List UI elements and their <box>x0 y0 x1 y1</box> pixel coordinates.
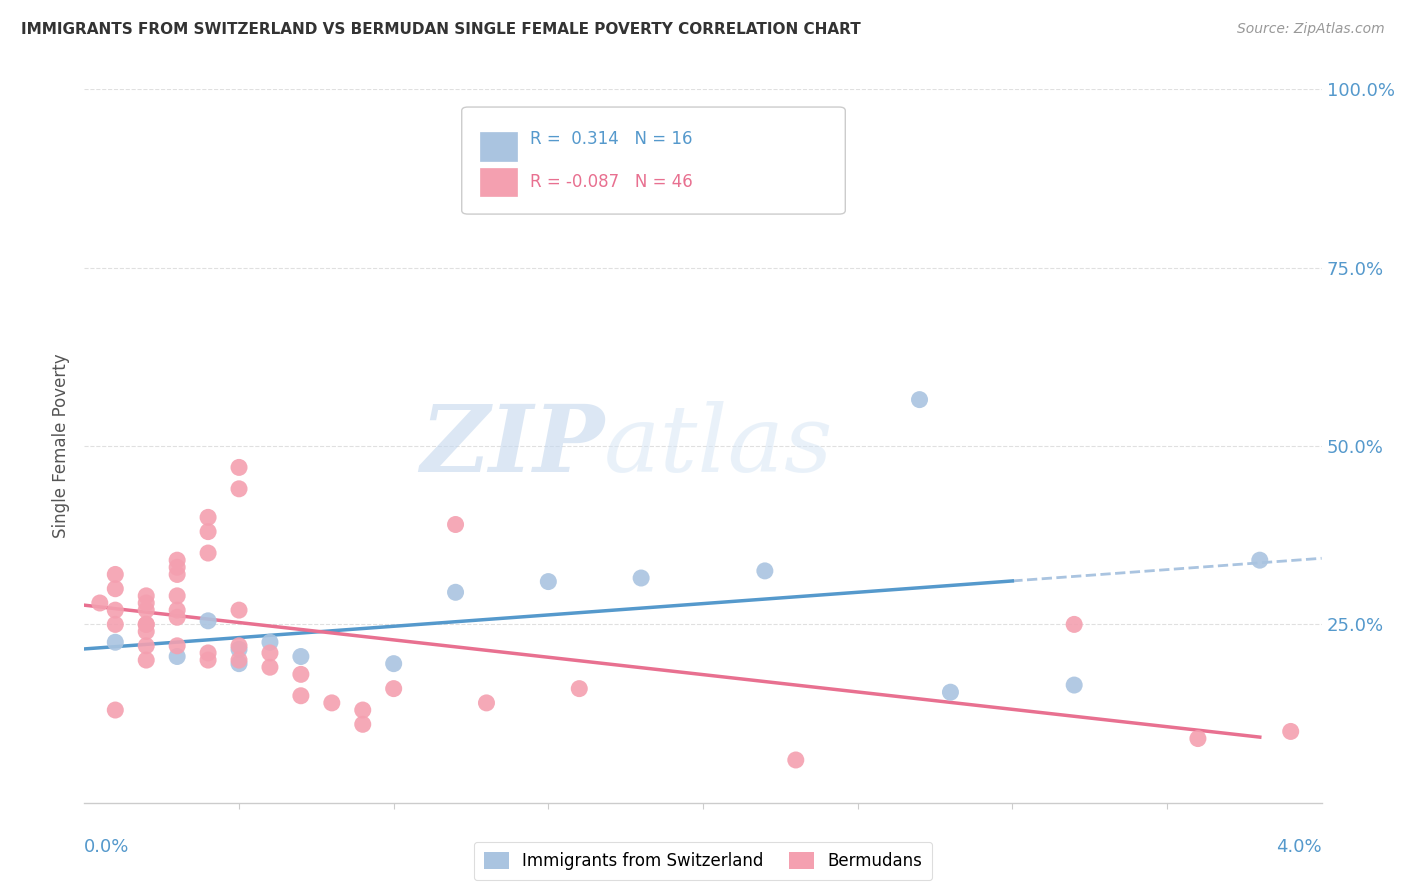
Point <box>939 685 962 699</box>
Point <box>197 524 219 539</box>
Point <box>630 571 652 585</box>
Point <box>104 567 127 582</box>
Point <box>228 482 250 496</box>
Point <box>1187 731 1209 746</box>
Text: R =  0.314   N = 16: R = 0.314 N = 16 <box>530 130 692 148</box>
Point <box>166 610 188 624</box>
Point <box>166 649 188 664</box>
Point <box>135 639 157 653</box>
Point <box>259 646 281 660</box>
Point <box>1249 553 1271 567</box>
Point <box>197 510 219 524</box>
Point <box>166 639 188 653</box>
Point <box>785 753 807 767</box>
Point <box>166 603 188 617</box>
FancyBboxPatch shape <box>461 107 845 214</box>
Point <box>135 589 157 603</box>
Point <box>382 681 405 696</box>
Bar <box>481 132 517 161</box>
Point <box>290 689 312 703</box>
Point <box>908 392 931 407</box>
Point <box>382 657 405 671</box>
Point <box>104 617 127 632</box>
Point <box>197 653 219 667</box>
Point <box>568 681 591 696</box>
Point <box>166 567 188 582</box>
Point <box>166 553 188 567</box>
Point <box>135 624 157 639</box>
Point <box>166 589 188 603</box>
Point <box>1063 617 1085 632</box>
Point <box>135 617 157 632</box>
Y-axis label: Single Female Poverty: Single Female Poverty <box>52 354 70 538</box>
Point <box>197 546 219 560</box>
Point <box>1279 724 1302 739</box>
Text: ZIP: ZIP <box>420 401 605 491</box>
Text: 4.0%: 4.0% <box>1277 838 1322 855</box>
Point <box>228 653 250 667</box>
Bar <box>481 168 517 196</box>
Point <box>135 617 157 632</box>
Point <box>228 460 250 475</box>
Point <box>104 603 127 617</box>
Point <box>228 603 250 617</box>
Point <box>352 703 374 717</box>
Point <box>197 646 219 660</box>
Point <box>259 635 281 649</box>
Point <box>197 614 219 628</box>
Point <box>475 696 498 710</box>
Point <box>290 667 312 681</box>
Point <box>135 653 157 667</box>
Text: atlas: atlas <box>605 401 834 491</box>
Point <box>352 717 374 731</box>
Point <box>228 657 250 671</box>
Legend: Immigrants from Switzerland, Bermudans: Immigrants from Switzerland, Bermudans <box>474 842 932 880</box>
Point <box>444 585 467 599</box>
Point <box>754 564 776 578</box>
Point <box>1063 678 1085 692</box>
Point <box>290 649 312 664</box>
Text: 0.0%: 0.0% <box>84 838 129 855</box>
Text: IMMIGRANTS FROM SWITZERLAND VS BERMUDAN SINGLE FEMALE POVERTY CORRELATION CHART: IMMIGRANTS FROM SWITZERLAND VS BERMUDAN … <box>21 22 860 37</box>
Point <box>228 642 250 657</box>
Point <box>89 596 111 610</box>
Point <box>104 703 127 717</box>
Point <box>537 574 560 589</box>
Text: R = -0.087   N = 46: R = -0.087 N = 46 <box>530 173 693 191</box>
Point <box>104 582 127 596</box>
Point <box>228 639 250 653</box>
Text: Source: ZipAtlas.com: Source: ZipAtlas.com <box>1237 22 1385 37</box>
Point <box>166 560 188 574</box>
Point <box>104 635 127 649</box>
Point <box>259 660 281 674</box>
Point <box>444 517 467 532</box>
Point <box>321 696 343 710</box>
Point <box>135 596 157 610</box>
Point <box>135 603 157 617</box>
